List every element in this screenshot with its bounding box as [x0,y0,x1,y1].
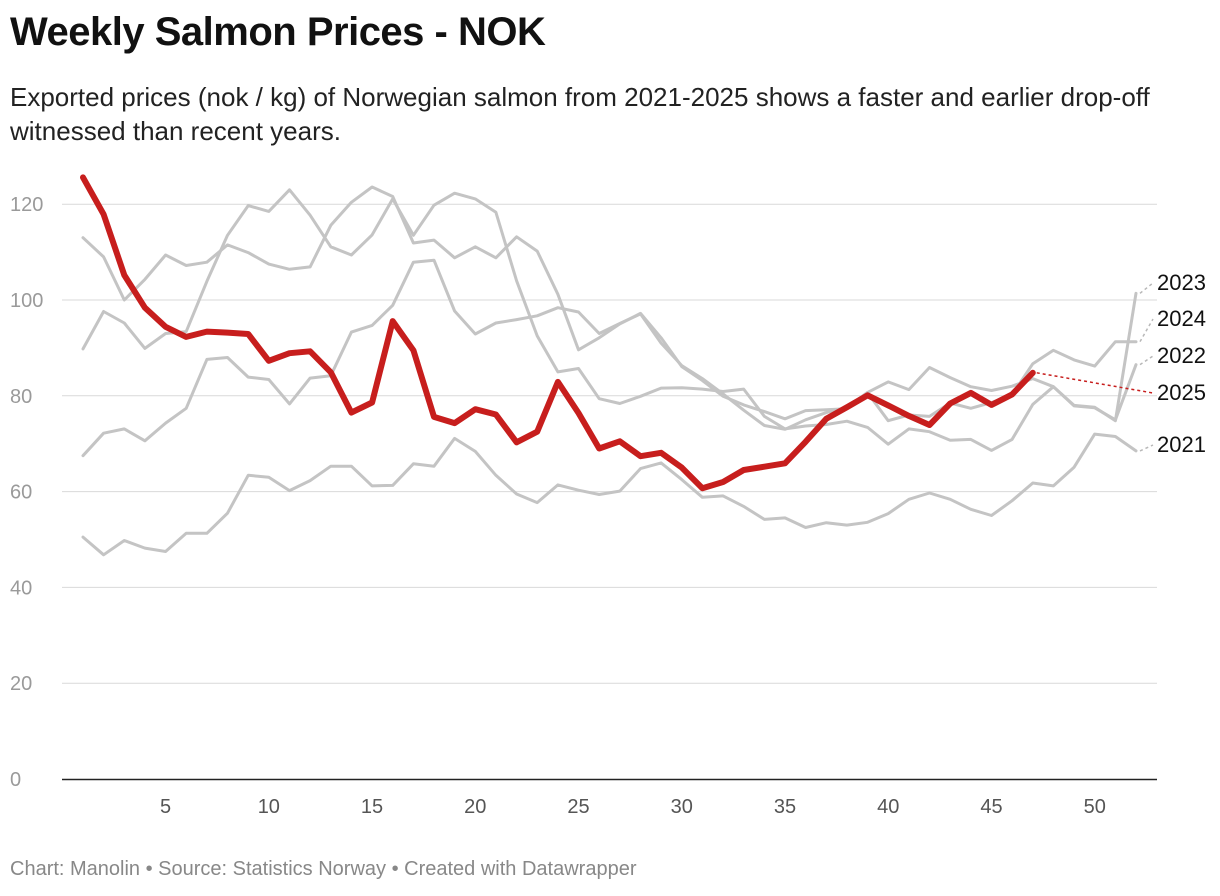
chart-title: Weekly Salmon Prices - NOK [10,10,546,54]
x-tick-label: 10 [258,796,280,818]
series-label-2023: 2023 [1157,270,1206,295]
series-label-2021: 2021 [1157,432,1206,457]
label-leader-2024 [1139,318,1154,343]
label-leader-2023 [1139,282,1154,294]
x-tick-label: 25 [567,796,589,818]
x-tick-label: 5 [160,796,171,818]
chart-footer-credit: Chart: Manolin • Source: Statistics Norw… [10,858,637,880]
x-tick-label: 50 [1084,796,1106,818]
y-tick-label: 80 [10,386,32,408]
x-tick-label: 35 [774,796,796,818]
series-line-2025 [80,174,1036,492]
x-axis-ticks: 5 10 15 20 25 30 35 40 45 50 [160,796,1106,818]
x-tick-label: 40 [877,796,899,818]
y-tick-label: 40 [10,577,32,599]
chart-subtitle: Exported prices (nok / kg) of Norwegian … [10,82,1150,146]
label-leader-2025 [1036,372,1154,394]
y-tick-label: 0 [10,769,21,791]
y-tick-label: 60 [10,482,32,504]
y-tick-label: 120 [10,194,43,216]
y-tick-label: 100 [10,290,43,312]
series-label-2022: 2022 [1157,343,1206,368]
series-lines [80,174,1138,557]
x-tick-label: 15 [361,796,383,818]
series-end-labels: 2021 2022 2023 2024 2025 [1036,270,1206,457]
x-tick-label: 30 [671,796,693,818]
x-tick-label: 45 [980,796,1002,818]
label-leader-2021 [1139,444,1154,452]
label-leader-2022 [1139,355,1154,366]
series-label-2024: 2024 [1157,306,1206,331]
y-axis-ticks: 0 20 40 60 80 100 120 [10,194,43,791]
series-label-2025: 2025 [1157,380,1206,405]
series-line-2024 [81,185,1138,423]
series-line-2022 [81,258,1138,458]
y-tick-label: 20 [10,673,32,695]
series-line-2023 [81,188,1138,452]
x-tick-label: 20 [464,796,486,818]
series-line-2021 [81,432,1138,557]
